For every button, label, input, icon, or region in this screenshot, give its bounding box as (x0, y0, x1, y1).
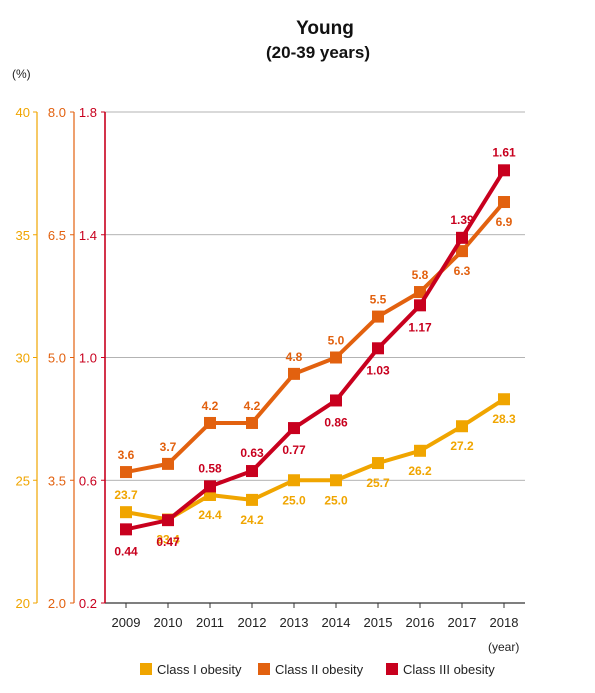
data-label: 0.86 (324, 415, 348, 429)
data-label: 27.2 (450, 439, 474, 453)
x-tick-label: 2011 (196, 615, 224, 630)
data-label: 1.61 (492, 145, 516, 159)
y-tick-label: 2.0 (48, 596, 66, 611)
data-label: 24.4 (198, 508, 222, 522)
x-tick-label: 2016 (406, 615, 435, 630)
x-tick-label: 2010 (154, 615, 183, 630)
data-label: 23.4 (156, 533, 180, 547)
data-point (246, 465, 258, 478)
data-point (162, 457, 174, 470)
legend-label: Class I obesity (157, 662, 242, 677)
data-label: 0.58 (198, 461, 222, 475)
y-tick-label: 35 (16, 228, 30, 243)
data-point (330, 394, 342, 407)
x-tick-label: 2018 (490, 615, 519, 630)
data-label: 1.39 (450, 213, 474, 227)
y-tick-label: 5.0 (48, 351, 66, 366)
data-point (120, 523, 132, 536)
data-point (288, 474, 300, 487)
data-label: 1.03 (366, 363, 390, 377)
data-label: 0.77 (282, 443, 306, 457)
y-tick-label: 8.0 (48, 105, 66, 120)
data-point (498, 164, 510, 177)
y-tick-label: 3.5 (48, 473, 66, 488)
data-point (372, 310, 384, 323)
data-point (456, 231, 468, 244)
data-point (204, 480, 216, 493)
data-point (414, 299, 426, 312)
legend-swatch (258, 663, 270, 675)
series-line (125, 200, 506, 475)
y-tick-label: 0.2 (79, 596, 97, 611)
series-line (125, 169, 506, 532)
data-label: 1.17 (408, 320, 432, 334)
data-point (330, 351, 342, 364)
series-line (125, 397, 506, 522)
data-point (414, 286, 426, 299)
data-point (456, 420, 468, 433)
data-label: 6.9 (496, 215, 513, 229)
x-tick-label: 2017 (448, 615, 477, 630)
data-point (246, 493, 258, 506)
data-label: 28.3 (492, 412, 516, 426)
y-unit-label: (%) (12, 67, 31, 81)
legend-swatch (140, 663, 152, 675)
legend-label: Class III obesity (403, 662, 495, 677)
y-tick-label: 30 (16, 351, 30, 366)
data-point (414, 444, 426, 457)
y-tick-label: 1.0 (79, 351, 97, 366)
data-label: 25.0 (324, 493, 348, 507)
x-tick-label: 2014 (322, 615, 351, 630)
data-label: 5.0 (328, 334, 345, 348)
x-tick-label: 2012 (238, 615, 267, 630)
chart-subtitle: (20-39 years) (266, 43, 370, 62)
y-tick-label: 25 (16, 473, 30, 488)
legend-swatch (386, 663, 398, 675)
data-point (120, 506, 132, 519)
data-label: 25.0 (282, 493, 306, 507)
x-tick-label: 2009 (112, 615, 141, 630)
data-point (498, 196, 510, 209)
data-label: 5.5 (370, 293, 387, 307)
data-label: 0.47 (156, 535, 180, 549)
chart-title: Young (296, 18, 354, 39)
y-tick-label: 1.8 (79, 105, 97, 120)
data-point (162, 514, 174, 527)
data-label: 5.8 (412, 268, 429, 282)
data-label: 26.2 (408, 464, 432, 478)
y-tick-label: 20 (16, 596, 30, 611)
x-tick-label: 2013 (280, 615, 309, 630)
data-label: 4.2 (202, 399, 219, 413)
data-label: 3.7 (160, 440, 177, 454)
y-tick-label: 40 (16, 105, 30, 120)
data-point (372, 342, 384, 355)
data-label: 24.2 (240, 513, 264, 527)
data-label: 0.63 (240, 446, 264, 460)
y-tick-label: 6.5 (48, 228, 66, 243)
x-unit-label: (year) (488, 640, 519, 654)
data-point (372, 457, 384, 470)
y-tick-label: 0.6 (79, 473, 97, 488)
data-point (204, 416, 216, 429)
data-label: 3.6 (118, 448, 135, 462)
data-point (456, 245, 468, 258)
data-point (330, 474, 342, 487)
data-label: 4.2 (244, 399, 261, 413)
x-tick-label: 2015 (364, 615, 393, 630)
data-point (498, 393, 510, 406)
data-point (288, 367, 300, 380)
data-label: 25.7 (366, 476, 390, 490)
legend-label: Class II obesity (275, 662, 364, 677)
data-label: 6.3 (454, 264, 471, 278)
data-label: 23.7 (114, 488, 138, 502)
data-label: 4.8 (286, 350, 303, 364)
y-tick-label: 1.4 (79, 228, 97, 243)
data-point (288, 422, 300, 435)
data-point (120, 466, 132, 479)
data-label: 0.44 (114, 544, 138, 558)
data-point (246, 416, 258, 429)
